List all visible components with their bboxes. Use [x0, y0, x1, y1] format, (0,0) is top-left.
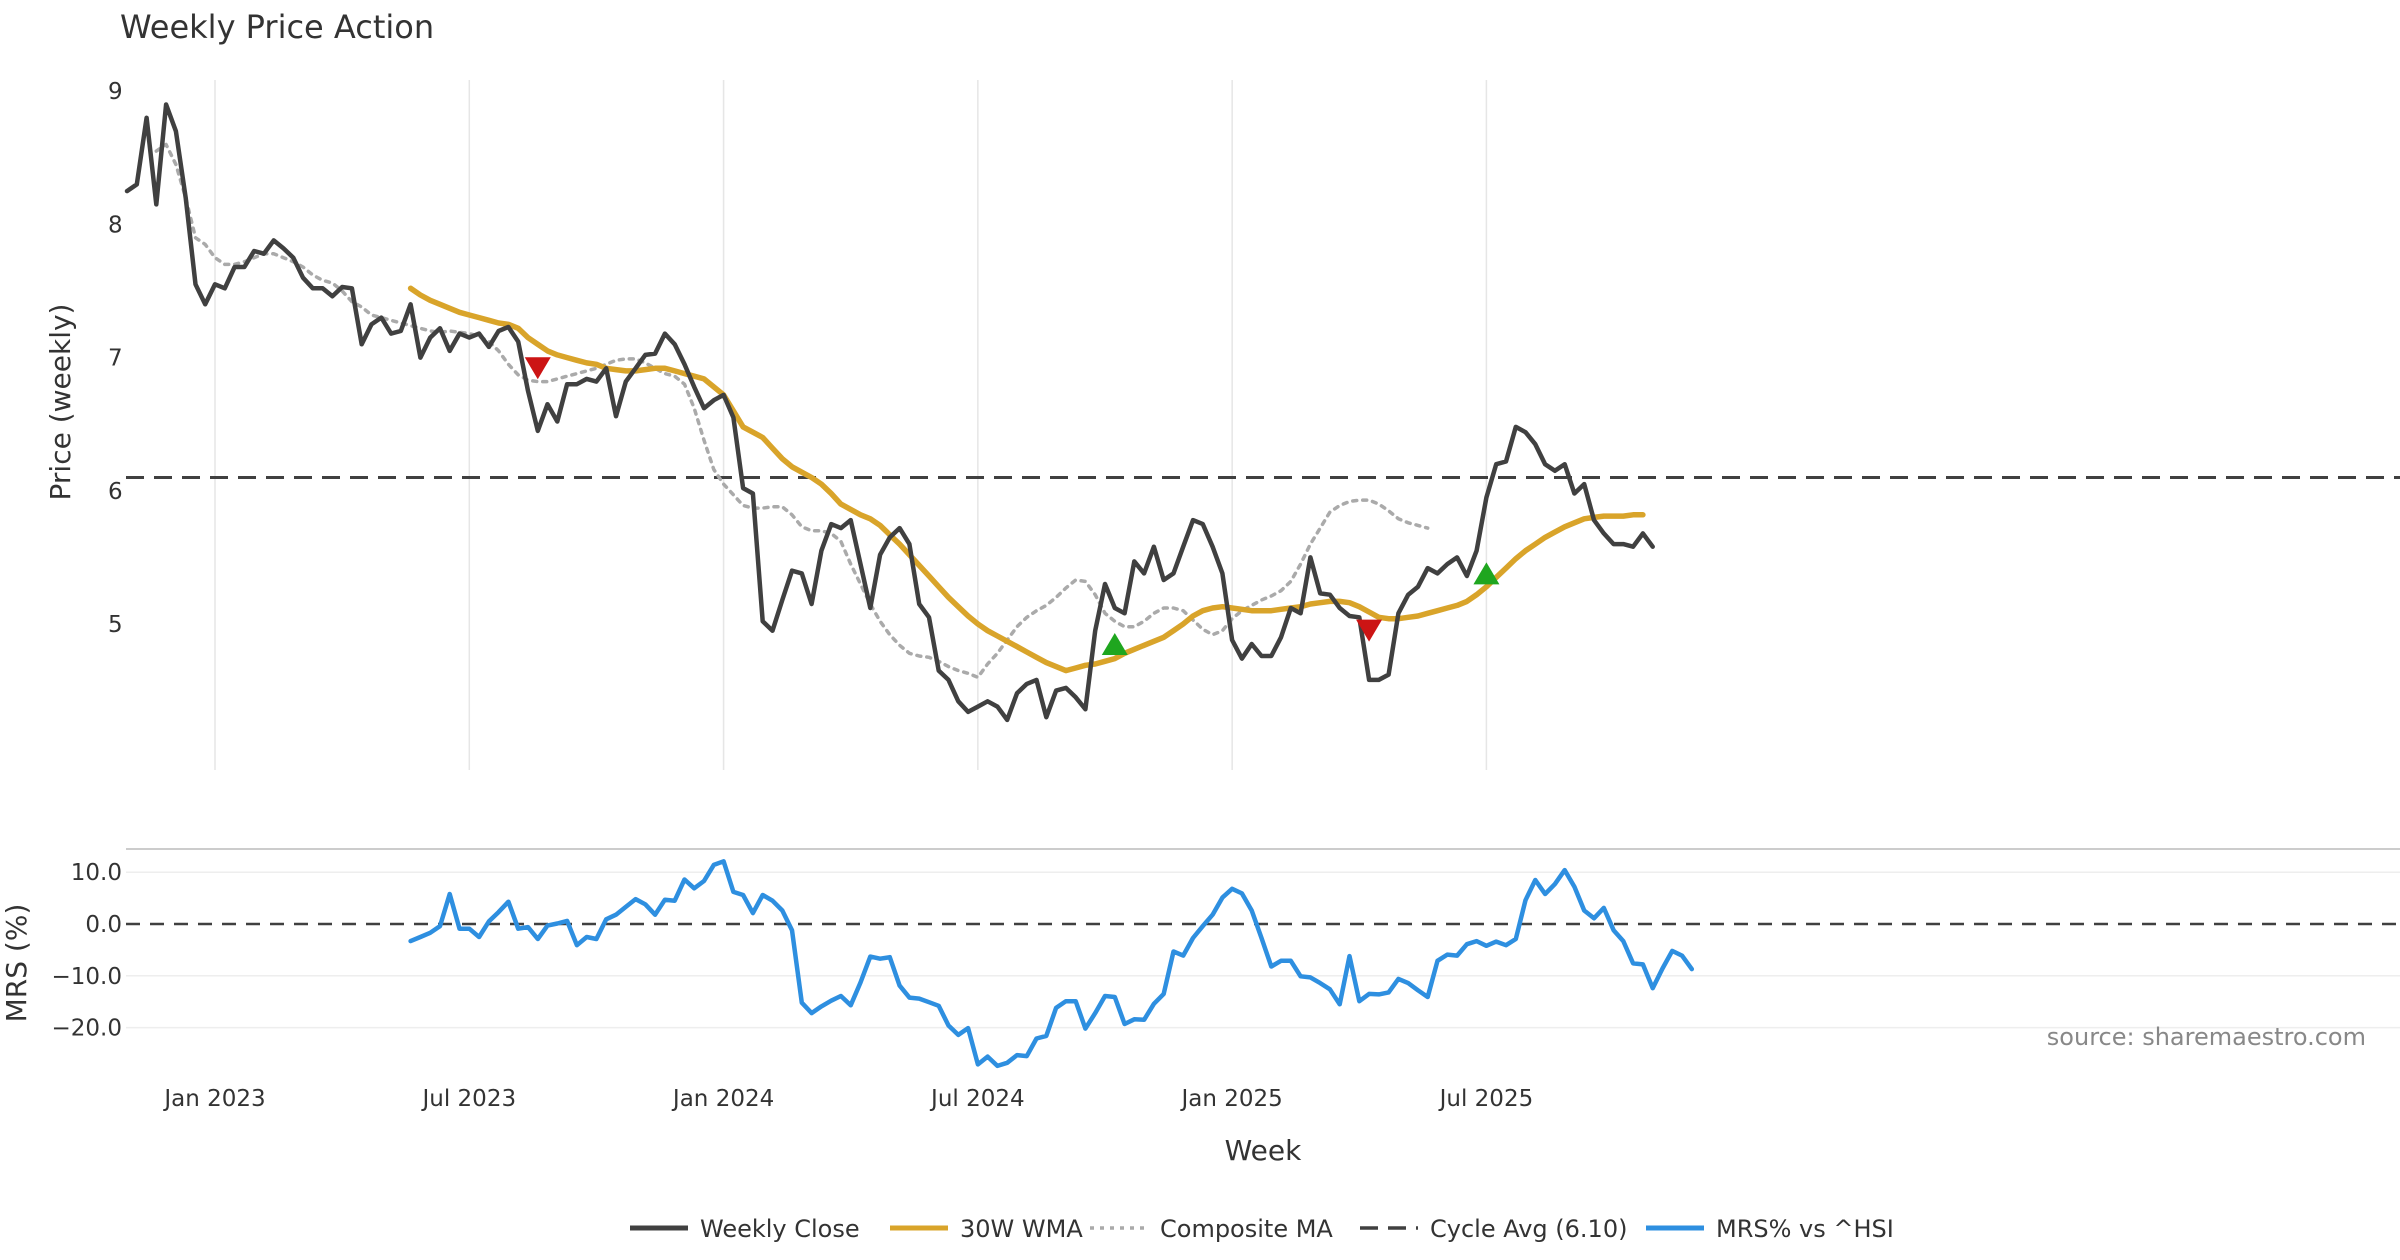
legend-label-composite-ma: Composite MA: [1160, 1215, 1333, 1243]
series-30w-wma: [407, 285, 1646, 674]
series-weekly-close: [124, 102, 1655, 723]
legend-label-mrs-vs-hsi: MRS% vs ^HSI: [1716, 1215, 1894, 1243]
series-composite-ma: [154, 142, 1430, 680]
x-tick-jan-2024: Jan 2024: [671, 1086, 774, 1112]
mrs-y-tick-0: 10.0: [71, 860, 122, 886]
price-y-tick-8: 8: [108, 212, 123, 238]
sell-signal-marker-0: [524, 357, 551, 380]
mrs-y-tick-2: −10.0: [52, 964, 122, 990]
mrs-y-ticks: 10.0 0.0 −10.0 −20.0: [52, 860, 122, 1041]
mrs-series: [408, 859, 1695, 1069]
price-gridlines: [214, 80, 1488, 770]
x-tick-jan-2025: Jan 2025: [1179, 1086, 1282, 1112]
x-tick-jul-2023: Jul 2023: [420, 1086, 516, 1112]
x-tick-jul-2024: Jul 2024: [929, 1086, 1025, 1112]
source-label: source: sharemaestro.com: [2047, 1023, 2366, 1051]
legend-label-cycle-avg-6-10: Cycle Avg (6.10): [1430, 1215, 1627, 1243]
mrs-gridlines: [126, 871, 2400, 1029]
price-y-tick-6: 6: [108, 479, 123, 505]
buy-signal-marker-3: [1473, 562, 1500, 585]
x-axis-ticks: Jan 2023 Jul 2023 Jan 2024 Jul 2024 Jan 2025…: [162, 1086, 1533, 1112]
legend-label-weekly-close: Weekly Close: [700, 1215, 860, 1243]
x-tick-jan-2023: Jan 2023: [162, 1086, 265, 1112]
buy-signal-marker-1: [1101, 632, 1128, 655]
x-tick-jul-2025: Jul 2025: [1438, 1086, 1534, 1112]
sell-signal-marker-2: [1356, 619, 1383, 642]
mrs-y-tick-1: 0.0: [85, 912, 122, 938]
price-series: [124, 102, 2400, 723]
price-y-tick-5: 5: [108, 612, 123, 638]
price-y-tick-9: 9: [108, 79, 123, 105]
price-panel: 5 6 7 8 9 Price (weekly): [44, 79, 2400, 770]
mrs-panel: 10.0 0.0 −10.0 −20.0 MRS (%) source: sharem…: [0, 848, 2400, 1069]
legend-label-30w-wma: 30W WMA: [960, 1215, 1083, 1243]
series-mrs-vs-hsi: [408, 859, 1695, 1069]
chart-title: Weekly Price Action: [120, 8, 434, 46]
price-y-axis-label: Price (weekly): [44, 304, 77, 501]
price-y-tick-7: 7: [108, 346, 123, 372]
signal-markers: [524, 357, 1500, 655]
mrs-y-tick-3: −20.0: [52, 1016, 122, 1042]
x-axis-label: Week: [1225, 1134, 1302, 1167]
legend: Weekly Close 30W WMA Composite MA Cycle Avg…: [630, 1215, 1894, 1243]
mrs-y-axis-label: MRS (%): [0, 904, 33, 1023]
price-y-ticks: 5 6 7 8 9: [108, 79, 123, 638]
